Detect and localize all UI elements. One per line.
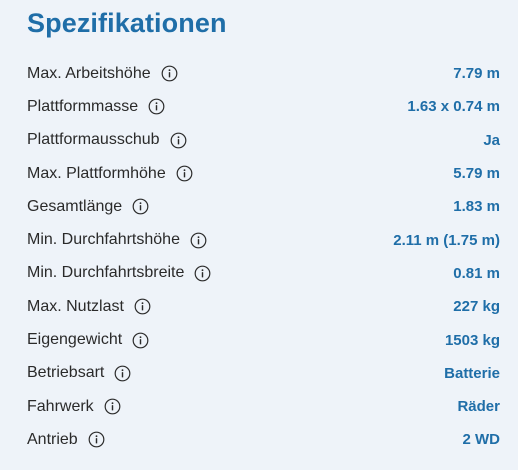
spec-row: Plattformausschub Ja	[27, 124, 500, 157]
spec-label-group: Gesamtlänge	[27, 198, 149, 216]
spec-label: Gesamtlänge	[27, 197, 123, 215]
spec-value: 5.79 m	[453, 165, 500, 183]
info-circle-icon[interactable]	[132, 332, 149, 349]
spec-value: 227 kg	[453, 298, 500, 316]
spec-label-group: Plattformausschub	[27, 131, 187, 149]
spec-row: Max. Nutzlast 227 kg	[27, 290, 500, 323]
spec-list: Max. Arbeitshöhe 7.79 m Plattformmasse	[27, 57, 500, 457]
spec-label: Min. Durchfahrtshöhe	[27, 231, 180, 249]
spec-value: 1.63 x 0.74 m	[407, 98, 500, 116]
spec-label: Max. Arbeitshöhe	[27, 64, 151, 82]
info-circle-icon[interactable]	[88, 431, 105, 448]
spec-label-group: Max. Arbeitshöhe	[27, 65, 178, 83]
spec-label: Plattformmasse	[27, 97, 139, 115]
spec-row: Gesamtlänge 1.83 m	[27, 190, 500, 223]
spec-label-group: Max. Nutzlast	[27, 298, 151, 316]
spec-value: 7.79 m	[453, 65, 500, 83]
info-circle-icon[interactable]	[148, 98, 165, 115]
spec-row: Plattformmasse 1.63 x 0.74 m	[27, 90, 500, 123]
spec-value: Räder	[457, 398, 500, 416]
spec-label-group: Plattformmasse	[27, 98, 165, 116]
spec-label: Min. Durchfahrtsbreite	[27, 264, 185, 282]
info-circle-icon[interactable]	[132, 198, 149, 215]
spec-label: Eigengewicht	[27, 331, 123, 349]
spec-row: Fahrwerk Räder	[27, 390, 500, 423]
spec-label: Max. Plattformhöhe	[27, 164, 166, 182]
spec-label: Plattformausschub	[27, 131, 160, 149]
info-circle-icon[interactable]	[161, 65, 178, 82]
spec-row: Min. Durchfahrtsbreite 0.81 m	[27, 257, 500, 290]
spec-value: 2.11 m (1.75 m)	[393, 231, 500, 249]
spec-value: Ja	[483, 131, 500, 149]
info-circle-icon[interactable]	[104, 398, 121, 415]
spec-label-group: Max. Plattformhöhe	[27, 165, 193, 183]
spec-label-group: Fahrwerk	[27, 398, 121, 416]
spec-label-group: Min. Durchfahrtshöhe	[27, 231, 207, 249]
info-circle-icon[interactable]	[190, 232, 207, 249]
spec-value: 2 WD	[462, 431, 501, 449]
info-circle-icon[interactable]	[194, 265, 211, 282]
spec-label-group: Betriebsart	[27, 364, 131, 382]
spec-label-group: Antrieb	[27, 431, 105, 449]
spec-row: Antrieb 2 WD	[27, 423, 500, 456]
spec-row: Min. Durchfahrtshöhe 2.11 m (1.75 m)	[27, 223, 500, 256]
spec-row: Max. Plattformhöhe 5.79 m	[27, 157, 500, 190]
spec-label-group: Eigengewicht	[27, 331, 149, 349]
spec-row: Eigengewicht 1503 kg	[27, 323, 500, 356]
info-circle-icon[interactable]	[134, 298, 151, 315]
spec-value: Batterie	[444, 364, 500, 382]
spec-value: 1.83 m	[453, 198, 500, 216]
info-circle-icon[interactable]	[176, 165, 193, 182]
info-circle-icon[interactable]	[170, 132, 187, 149]
spec-label-group: Min. Durchfahrtsbreite	[27, 264, 211, 282]
spec-row: Max. Arbeitshöhe 7.79 m	[27, 57, 500, 90]
spec-row: Betriebsart Batterie	[27, 357, 500, 390]
info-circle-icon[interactable]	[114, 365, 131, 382]
section-title: Spezifikationen	[27, 8, 227, 38]
spec-value: 0.81 m	[453, 264, 500, 282]
spec-label: Fahrwerk	[27, 397, 94, 415]
spec-value: 1503 kg	[444, 331, 500, 349]
spec-label: Betriebsart	[27, 364, 105, 382]
spec-label: Antrieb	[27, 430, 78, 448]
spec-label: Max. Nutzlast	[27, 297, 124, 315]
